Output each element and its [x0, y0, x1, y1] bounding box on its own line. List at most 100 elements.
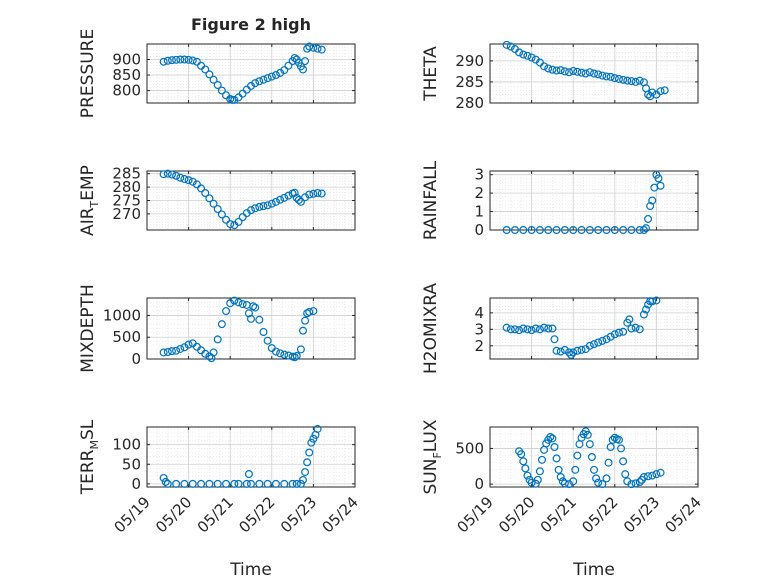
data-point — [263, 336, 272, 345]
data-point — [531, 479, 540, 488]
data-point — [550, 443, 559, 452]
data-point — [301, 57, 310, 66]
data-point — [296, 197, 305, 206]
data-point — [238, 300, 247, 309]
data-point — [249, 302, 258, 311]
data-point — [523, 51, 532, 60]
data-point — [238, 89, 247, 98]
y-tick-label: 285 — [112, 165, 141, 183]
data-point — [299, 475, 308, 484]
data-point — [589, 465, 598, 474]
data-point — [230, 296, 239, 305]
data-point — [309, 43, 318, 52]
y-tick-label: 280 — [455, 94, 484, 112]
data-point — [544, 324, 553, 333]
data-point — [544, 226, 553, 235]
data-point — [280, 66, 289, 75]
data-point — [209, 348, 218, 357]
data-point — [569, 226, 578, 235]
plot-area — [490, 171, 698, 230]
data-point — [267, 72, 276, 81]
data-point — [176, 344, 185, 353]
data-point — [234, 298, 243, 307]
data-point — [234, 217, 243, 226]
data-point — [163, 56, 172, 65]
subplot-6: 234 H2OMIXRA — [421, 283, 699, 374]
data-point — [244, 470, 253, 479]
data-point — [502, 323, 511, 332]
data-point — [606, 72, 615, 81]
data-point — [159, 57, 168, 66]
data-point — [303, 458, 312, 467]
data-point — [648, 297, 657, 306]
data-point — [519, 226, 528, 235]
y-tick-label: 500 — [455, 439, 484, 457]
data-point — [213, 479, 222, 488]
data-point — [560, 345, 569, 354]
data-point — [172, 171, 181, 180]
data-point — [656, 181, 665, 190]
data-point — [263, 201, 272, 210]
data-point — [523, 471, 532, 480]
data-point — [627, 480, 636, 489]
data-point — [641, 224, 650, 233]
data-point — [251, 303, 260, 312]
data-point — [644, 90, 653, 99]
data-point — [313, 188, 322, 197]
data-point — [639, 310, 648, 319]
data-point — [255, 77, 264, 86]
y-axis-label: AIRTEMP — [78, 165, 101, 236]
data-point — [577, 345, 586, 354]
data-point — [621, 470, 630, 479]
axes-frame — [489, 170, 699, 231]
y-axis-label: THETA — [421, 46, 441, 102]
data-point — [276, 195, 285, 204]
data-point — [180, 175, 189, 184]
data-point — [631, 323, 640, 332]
data-point — [172, 479, 181, 488]
axes-frame — [489, 43, 699, 104]
axes-frame — [489, 297, 699, 360]
data-point — [619, 327, 628, 336]
data-point — [519, 50, 528, 59]
data-point — [276, 349, 285, 358]
data-point — [184, 176, 193, 185]
data-point — [296, 345, 305, 354]
figure-title: Figure 2 high — [191, 15, 311, 34]
data-point — [280, 350, 289, 359]
data-point — [213, 80, 222, 89]
data-point — [560, 479, 569, 488]
data-point — [648, 196, 657, 205]
data-point — [639, 226, 648, 235]
data-point — [635, 76, 644, 85]
data-point — [569, 477, 578, 486]
data-point — [540, 62, 549, 71]
data-point — [631, 479, 640, 488]
data-point — [556, 473, 565, 482]
data-point — [313, 44, 322, 53]
data-point — [610, 226, 619, 235]
data-point — [585, 341, 594, 350]
y-tick-label: 1000 — [103, 306, 141, 324]
data-point — [188, 56, 197, 65]
data-point — [299, 326, 308, 335]
data-point — [631, 77, 640, 86]
data-point — [309, 307, 318, 316]
data-point — [521, 464, 530, 473]
data-point — [167, 347, 176, 356]
data-point — [201, 188, 210, 197]
data-point — [284, 191, 293, 200]
data-point — [587, 453, 596, 462]
data-point — [627, 324, 636, 333]
data-point — [317, 45, 326, 54]
data-point — [205, 194, 214, 203]
y-tick-label: 3 — [474, 320, 484, 338]
data-point — [299, 65, 308, 74]
y-tick-label: 4 — [474, 304, 484, 322]
data-point — [627, 226, 636, 235]
data-point — [301, 316, 310, 325]
